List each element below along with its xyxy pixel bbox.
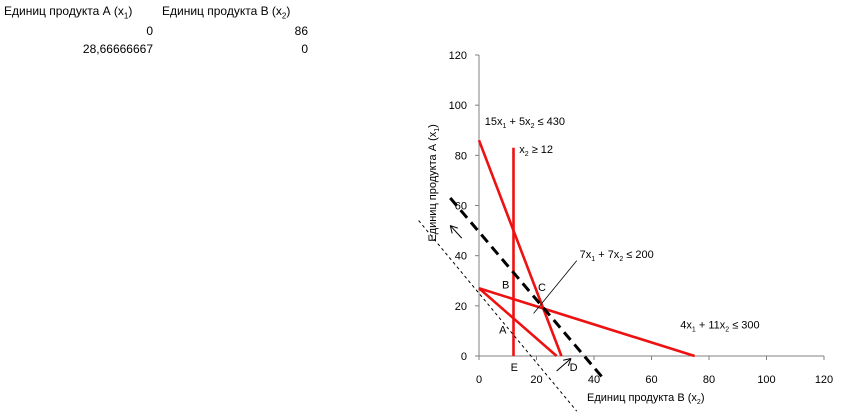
y-tick-label: 0 bbox=[461, 351, 467, 363]
series-line bbox=[449, 197, 607, 383]
y-tick-label: 120 bbox=[449, 50, 467, 62]
x-axis-label: Единиц продукта В (x2) bbox=[587, 392, 705, 406]
y-tick-label: 40 bbox=[455, 251, 467, 263]
x-tick-label: 20 bbox=[530, 374, 542, 386]
y-tick-label: 100 bbox=[449, 100, 467, 112]
arrow-down-right bbox=[556, 358, 572, 372]
series-line bbox=[478, 287, 696, 358]
y-tick-label: 20 bbox=[455, 301, 467, 313]
x-tick-label: 80 bbox=[703, 374, 715, 386]
table-cell-b-row2[interactable]: 0 bbox=[301, 42, 308, 56]
x-tick-label: 40 bbox=[588, 374, 600, 386]
y-tick-label: 80 bbox=[455, 150, 467, 162]
arrowhead bbox=[563, 358, 572, 361]
point-label: A bbox=[499, 324, 507, 336]
column-header-product-b[interactable]: Единиц продукта В (x2) bbox=[162, 4, 291, 21]
constraint-label: 4x1 + 11x2 ≤ 300 bbox=[680, 319, 759, 333]
column-header-product-a[interactable]: Единиц продукта А (x1) bbox=[4, 4, 133, 21]
arrowhead bbox=[449, 225, 453, 234]
series-line bbox=[478, 287, 558, 357]
x-tick-label: 60 bbox=[645, 374, 657, 386]
x-tick-label: 100 bbox=[757, 374, 775, 386]
x-tick-label: 120 bbox=[815, 374, 833, 386]
arrowhead bbox=[567, 358, 572, 367]
table-cell-a-row1[interactable]: 0 bbox=[146, 24, 153, 38]
point-label: E bbox=[511, 362, 518, 374]
callout-line bbox=[533, 260, 578, 314]
constraint-label: x2 ≥ 12 bbox=[519, 144, 553, 158]
point-label: B bbox=[502, 279, 509, 291]
y-axis-label: Единиц продукта А (x1) bbox=[427, 124, 441, 242]
series-line bbox=[477, 139, 563, 357]
table-cell-b-row1[interactable]: 86 bbox=[294, 24, 308, 38]
y-tick-label: 60 bbox=[455, 201, 467, 213]
constraint-label: 15x1 + 5x2 ≤ 430 bbox=[485, 116, 565, 130]
arrowhead bbox=[450, 225, 458, 229]
arrow-up-left bbox=[449, 225, 463, 239]
point-label: D bbox=[570, 362, 578, 374]
point-label: C bbox=[538, 282, 546, 294]
constraint-label: 7x1 + 7x2 ≤ 200 bbox=[580, 249, 654, 263]
series-line bbox=[418, 220, 578, 412]
x-tick-label: 0 bbox=[476, 374, 482, 386]
spreadsheet-table: Единиц продукта А (x1) Единиц продукта В… bbox=[0, 0, 330, 60]
table-cell-a-row2[interactable]: 28,66666667 bbox=[82, 42, 153, 56]
